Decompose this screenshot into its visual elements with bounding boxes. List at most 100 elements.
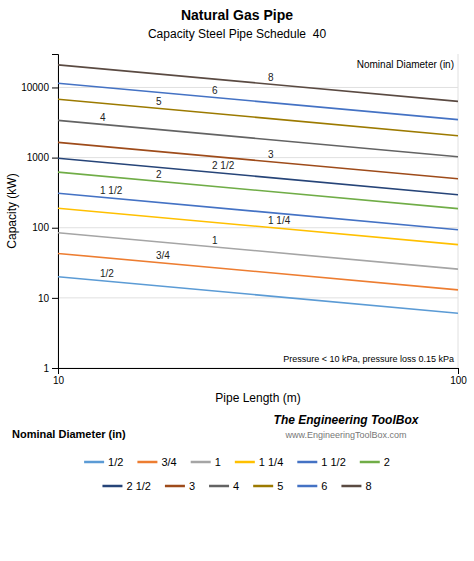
x-tick: 10 [53, 368, 65, 386]
grid [58, 54, 458, 368]
legend-item: 2 [360, 456, 390, 468]
y-tick: 100 [32, 222, 58, 233]
watermark-url: www.EngineeringToolBox.com [284, 430, 406, 440]
y-tick-label: 10000 [21, 82, 49, 93]
legend-label: 1 1/2 [321, 456, 345, 468]
series-line [58, 83, 458, 119]
y-tick-label: 100 [32, 222, 49, 233]
legend-item: 1/2 [84, 456, 123, 468]
legend-item: 1 1/2 [297, 456, 345, 468]
x-tick: 100 [450, 368, 467, 386]
legend-item: 2 1/2 [102, 480, 150, 492]
legend-label: 1 1/4 [259, 456, 283, 468]
legend-row: 2 1/2 3 4 5 6 8 [102, 480, 371, 492]
line-label: 1 1/2 [100, 185, 123, 196]
watermark: The Engineering ToolBox [274, 413, 420, 427]
series-line [58, 193, 458, 229]
legend-label: 3/4 [161, 456, 176, 468]
legend-label: 3 [189, 480, 195, 492]
annotation: Pressure < 10 kPa, pressure loss 0.15 kP… [283, 354, 454, 364]
y-tick-label: 1000 [27, 152, 50, 163]
legend-label: 1 [215, 456, 221, 468]
grid-line-y [58, 157, 458, 158]
series-line [58, 253, 458, 289]
y-tick: 1 [43, 363, 58, 374]
legend-label: 5 [277, 480, 283, 492]
series-line [58, 65, 458, 101]
legend-item: 3/4 [137, 456, 176, 468]
line-label: 1 [212, 235, 218, 246]
x-tick-mark [458, 368, 459, 374]
y-tick-mark [52, 228, 58, 229]
y-axis-title: Capacity (kW) [5, 173, 19, 248]
line-label: 5 [156, 96, 162, 107]
series-line [58, 277, 458, 313]
annotation: Nominal Diameter (in) [357, 59, 454, 70]
legend-swatch [191, 461, 211, 464]
legend-swatch [341, 485, 361, 488]
y-tick-mark [52, 87, 58, 88]
line-label: 1 1/4 [268, 215, 291, 226]
legend-swatch [297, 461, 317, 464]
x-axis-title: Pipe Length (m) [215, 391, 300, 405]
legend-swatch [297, 485, 317, 488]
series-line [58, 233, 458, 269]
legend-label: 1/2 [108, 456, 123, 468]
legend-label: 2 1/2 [126, 480, 150, 492]
series-line [58, 99, 458, 135]
line-label: 4 [100, 112, 106, 123]
y-tick: 10000 [21, 82, 58, 93]
y-axis: 1 10 100 1000 10000 [21, 55, 58, 374]
legend-label: 6 [321, 480, 327, 492]
line-label: 8 [268, 72, 274, 83]
y-tick-mark [52, 158, 58, 159]
grid-line-y [58, 227, 458, 228]
line-label: 6 [212, 85, 218, 96]
x-tick-label: 10 [53, 375, 65, 386]
y-tick-label: 10 [38, 293, 50, 304]
legend-swatch [209, 485, 229, 488]
legend-item: 3 [165, 480, 195, 492]
legend: 1/2 3/4 1 1 1/4 1 1/2 2 2 1/2 3 4 5 6 8 [84, 456, 390, 492]
grid-line-y [58, 297, 458, 298]
legend-item: 8 [341, 480, 371, 492]
x-tick-label: 100 [450, 375, 467, 386]
legend-swatch [84, 461, 104, 464]
line-label: 2 1/2 [212, 160, 235, 171]
y-tick-label: 1 [43, 363, 49, 374]
x-axis-line [59, 369, 459, 375]
chart: Natural Gas Pipe Capacity Steel Pipe Sche… [0, 0, 474, 561]
subtitle: Capacity Steel Pipe Schedule 40 [148, 27, 326, 41]
line-label: 3/4 [156, 250, 170, 261]
legend-swatch [102, 485, 122, 488]
y-tick-mark [52, 298, 58, 299]
legend-item: 1 1/4 [235, 456, 283, 468]
legend-row: 1/2 3/4 1 1 1/4 1 1/2 2 [84, 456, 390, 468]
legend-item: 4 [209, 480, 239, 492]
line-label: 2 [156, 169, 162, 180]
x-axis: 10 100 [53, 368, 467, 386]
legend-label: 4 [233, 480, 239, 492]
series-line [58, 142, 458, 178]
legend-swatch [235, 461, 255, 464]
series-line [58, 208, 458, 244]
series-group [58, 65, 458, 313]
y-axis-line [52, 55, 59, 369]
y-tick-mark [52, 368, 58, 369]
legend-label: 8 [365, 480, 371, 492]
series-line [58, 172, 458, 208]
line-label: 1/2 [100, 268, 114, 279]
legend-item: 6 [297, 480, 327, 492]
series-line [58, 120, 458, 156]
line-labels: 1/2 3/4 1 1 1/4 1 1/2 2 2 1/2 3 4 5 6 8 [100, 72, 291, 280]
legend-item: 5 [253, 480, 283, 492]
title: Natural Gas Pipe [181, 7, 293, 23]
legend-swatch [137, 461, 157, 464]
y-tick: 10 [38, 293, 58, 304]
legend-title: Nominal Diameter (in) [12, 428, 126, 440]
grid-line-y [58, 87, 458, 88]
legend-swatch [165, 485, 185, 488]
plot-area: 10 100 1 10 100 1000 10000 1/2 3/4 1 1 1/4 1 1/2 2 2 … [21, 54, 467, 386]
legend-label: 2 [384, 456, 390, 468]
line-label: 3 [268, 149, 274, 160]
